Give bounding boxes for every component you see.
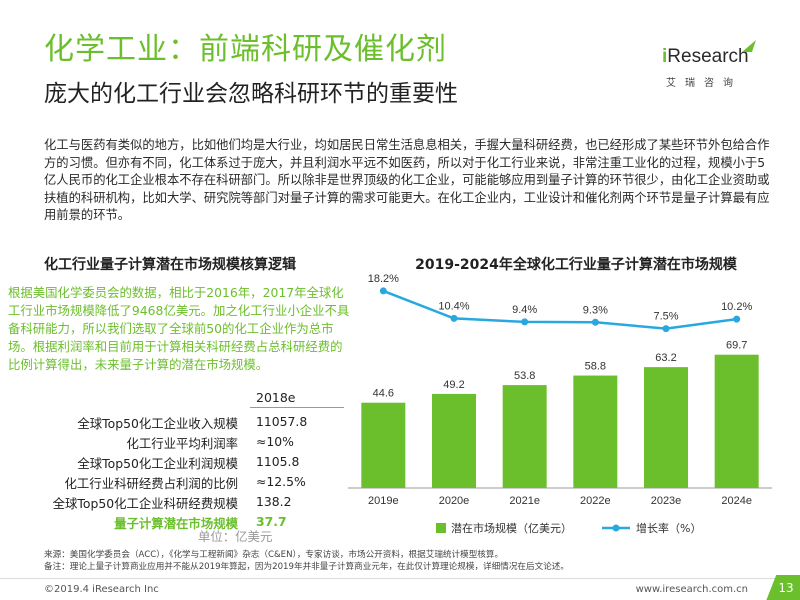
row-value: 37.7 — [256, 514, 287, 529]
logo-subtitle: 艾瑞咨询 — [666, 78, 742, 89]
row-label: 化工行业科研经费占利润的比例 — [64, 476, 238, 491]
left-section-heading: 化工行业量子计算潜在市场规模核算逻辑 — [44, 257, 296, 273]
growth-point — [733, 315, 741, 323]
x-tick-label: 2024e — [721, 495, 752, 507]
legend-line-marker — [612, 524, 620, 532]
bar-data-label: 58.8 — [585, 361, 606, 373]
legend-bar-label: 潜在市场规模（亿美元） — [451, 521, 572, 535]
legend-bar-swatch — [436, 523, 446, 533]
table-row-highlight: 量子计算潜在市场规模 37.7 — [0, 514, 360, 532]
row-value: 1105.8 — [256, 454, 300, 469]
copyright: ©2019.4 iResearch Inc — [44, 584, 159, 595]
page-number: 13 — [766, 575, 800, 600]
bar — [714, 354, 759, 488]
source-line: 来源：美国化学委员会（ACC），《化学与工程新闻》杂志（C&EN），专家访谈，市… — [44, 550, 504, 560]
table-row: 全球Top50化工企业利润规模 1105.8 — [0, 454, 360, 472]
growth-data-label: 10.2% — [721, 301, 752, 313]
table-divider — [250, 407, 344, 408]
table-row: 全球Top50化工企业收入规模 11057.8 — [0, 414, 360, 432]
growth-point — [379, 287, 387, 295]
bar — [432, 393, 476, 488]
x-tick-label: 2019e — [368, 495, 399, 507]
table-row: 全球Top50化工企业科研经费规模 138.2 — [0, 494, 360, 512]
growth-data-label: 18.2% — [368, 273, 399, 285]
row-label: 全球Top50化工企业利润规模 — [77, 456, 238, 471]
table-row: 化工行业科研经费占利润的比例 ≈12.5% — [0, 474, 360, 492]
page-subtitle: 庞大的化工行业会忽略科研环节的重要性 — [44, 81, 458, 107]
x-tick-label: 2023e — [651, 495, 682, 507]
footer-url[interactable]: www.iresearch.com.cn — [635, 584, 748, 595]
growth-data-label: 9.3% — [583, 304, 608, 316]
growth-point — [521, 318, 529, 326]
growth-point — [591, 318, 599, 326]
row-value: ≈10% — [256, 434, 294, 449]
growth-data-label: 7.5% — [653, 311, 678, 323]
source-notes: 来源：美国化学委员会（ACC），《化学与工程新闻》杂志（C&EN），专家访谈，市… — [44, 550, 784, 573]
bar-data-label: 63.2 — [655, 352, 676, 364]
bar — [573, 375, 618, 488]
growth-data-label: 10.4% — [438, 300, 469, 312]
bar — [644, 367, 688, 488]
row-value: 138.2 — [256, 494, 292, 509]
iresearch-logo: iResearch 艾瑞咨询 — [662, 40, 772, 96]
growth-point — [662, 325, 670, 333]
x-tick-label: 2022e — [580, 495, 611, 507]
page-title: 化学工业：前端科研及催化剂 — [44, 32, 447, 67]
legend-line-label: 增长率（%） — [636, 521, 701, 535]
table-unit: 单位：亿美元 — [198, 529, 273, 544]
growth-line — [382, 289, 737, 330]
row-value: ≈12.5% — [256, 474, 306, 489]
growth-point — [450, 314, 458, 322]
row-value: 11057.8 — [256, 414, 308, 429]
chart-title: 2019-2024年全球化工行业量子计算潜在市场规模 — [415, 257, 737, 273]
row-label: 全球Top50化工企业科研经费规模 — [52, 496, 238, 511]
row-label: 化工行业平均利润率 — [126, 436, 238, 451]
x-tick-label: 2020e — [439, 495, 470, 507]
note-line: 备注：理论上量子计算商业应用并不能从2019年算起，因为2019年并非量子计算商… — [44, 561, 569, 572]
growth-data-label: 9.4% — [512, 304, 537, 316]
bar-data-label: 44.6 — [373, 388, 394, 400]
bar — [502, 385, 547, 488]
left-explanation: 根据美国化学委员会的数据，相比于2016年，2017年全球化工行业市场规模降低了… — [8, 285, 350, 372]
logo-leaf-icon — [742, 40, 756, 52]
table-year-header: 2018e — [256, 390, 296, 405]
market-size-chart: 44.6 2019e 49.2 2020e 53.8 2021e 58.8 2022e 63.2… — [348, 273, 772, 535]
logo-wordmark: iResearch — [662, 46, 749, 67]
bar-data-label: 69.7 — [726, 340, 747, 352]
bar-data-label: 49.2 — [443, 379, 464, 391]
row-label: 全球Top50化工企业收入规模 — [77, 416, 238, 431]
row-label: 量子计算潜在市场规模 — [114, 516, 238, 531]
x-tick-label: 2021e — [509, 495, 540, 507]
table-row: 化工行业平均利润率 ≈10% — [0, 434, 360, 452]
intro-paragraph: 化工与医药有类似的地方，比如他们均是大行业，均如居民日常生活息息相关，手握大量科… — [44, 138, 770, 223]
bar — [361, 402, 406, 488]
bar-data-label: 53.8 — [514, 370, 535, 382]
footer: ©2019.4 iResearch Inc www.iresearch.com.… — [0, 575, 800, 600]
